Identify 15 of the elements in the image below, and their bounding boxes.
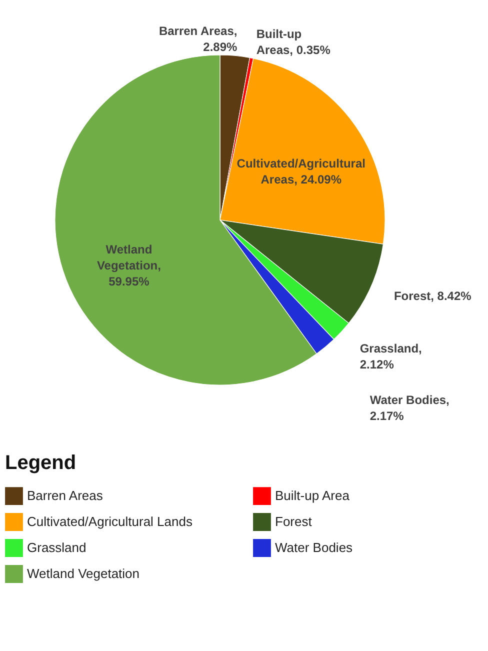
- text: Water Bodies, 2.17%: [370, 393, 450, 424]
- legend-title: Legend: [5, 452, 76, 474]
- legend-label: Water Bodies: [275, 540, 354, 555]
- text: Wetland Vegetation, 59.95%: [96, 242, 161, 288]
- text: Barren Areas, 2.89%: [158, 24, 238, 54]
- legend-label: Barren Areas: [27, 488, 104, 504]
- legend-label: Built-up Area: [275, 488, 350, 504]
- text: Forest, 8.42%: [394, 288, 472, 303]
- legend-label: Wetland Vegetation: [27, 566, 140, 581]
- text: Cultivated/Agricultural Areas, 24.09%: [236, 156, 366, 186]
- legend-label: Cultivated/Agricultural Lands: [27, 514, 193, 529]
- text: Grassland, 2.12%: [360, 341, 422, 372]
- legend-label: Grassland: [27, 540, 86, 555]
- text: Built-up Areas, 0.35%: [256, 26, 331, 57]
- legend-label: Forest: [275, 514, 312, 529]
